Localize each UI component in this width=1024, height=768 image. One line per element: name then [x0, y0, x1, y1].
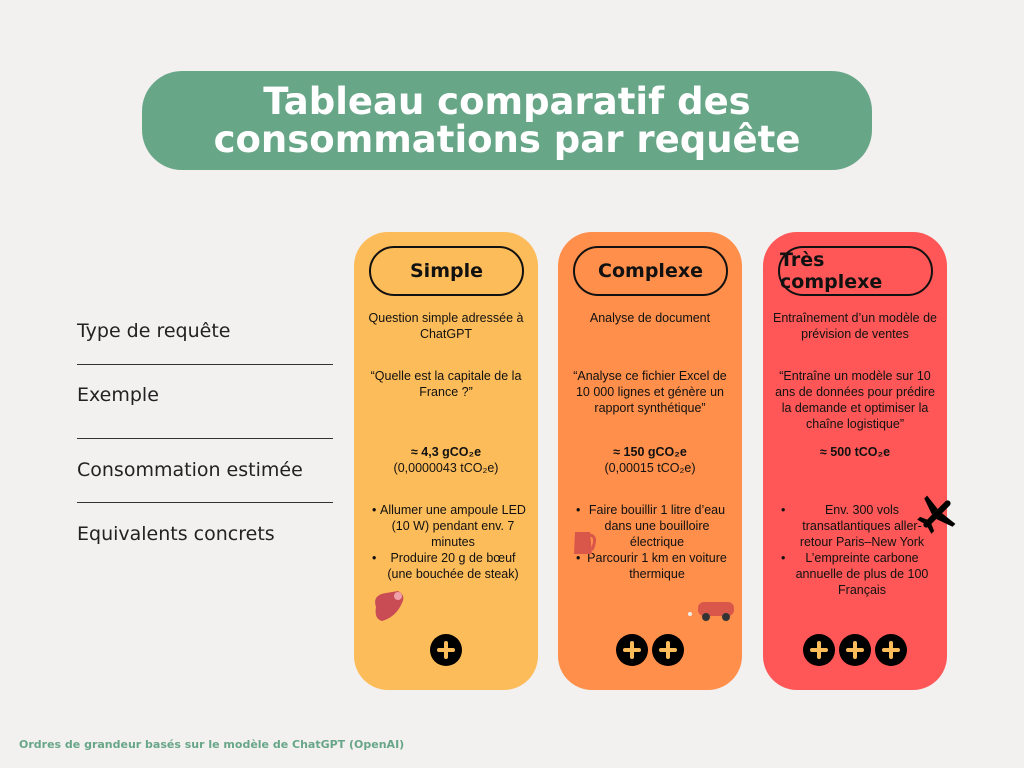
example-text-value: “Entraîne un modèle sur 10 ans de donnée… [775, 369, 935, 431]
column-card-3: Très complexe Entraînement d’un modèle d… [763, 232, 956, 690]
footer-note: Ordres de grandeur basés sur le modèle d… [19, 738, 405, 751]
title-line-1: Tableau comparatif des [263, 79, 751, 123]
car-icon [688, 602, 734, 621]
airplane-icon [917, 495, 956, 534]
plus-icon [616, 634, 648, 666]
example-text: “Analyse ce fichier Excel de 10 000 lign… [568, 368, 732, 444]
request-type: Entraînement d’un modèle de prévision de… [773, 311, 937, 341]
title-line-2: consommations par requête [213, 117, 801, 161]
plus-icon [839, 634, 871, 666]
equivalent-item: Allumer une ampoule LED (10 W) pendant e… [372, 502, 528, 550]
equivalent-item: L’empreinte carbone annuelle de plus de … [781, 550, 937, 598]
intensity-level [364, 626, 528, 670]
column-card-2: Complexe Analyse de document “Analyse ce… [558, 232, 742, 690]
row-label-consumption: Consommation estimée [77, 459, 303, 481]
divider [77, 438, 333, 439]
example-text: “Quelle est la capitale de la France ?” [364, 368, 528, 444]
consumption-value: ≈ 4,3 gCO₂e [410, 445, 482, 459]
steak-icon [375, 591, 404, 621]
kettle-icon [574, 532, 597, 554]
intensity-level [773, 626, 937, 670]
row-label-type: Type de requête [77, 320, 231, 342]
consumption: ≈ 4,3 gCO₂e (0,0000043 tCO₂e) [364, 444, 528, 502]
plus-icon [875, 634, 907, 666]
consumption-tonnes: (0,0000043 tCO₂e) [393, 461, 499, 475]
request-type: Analyse de document [589, 311, 711, 325]
consumption-tonnes: (0,00015 tCO₂e) [604, 461, 696, 475]
equivalent-item: Produire 20 g de bœuf (une bouchée de st… [372, 550, 528, 582]
column-card-1: Simple Question simple adressée à ChatGP… [354, 232, 538, 690]
plus-icon [803, 634, 835, 666]
equivalent-item: Env. 300 vols transatlantiques aller-ret… [781, 502, 937, 550]
consumption: ≈ 150 gCO₂e (0,00015 tCO₂e) [568, 444, 732, 502]
consumption-value: ≈ 500 tCO₂e [819, 445, 891, 459]
column-header: Très complexe [778, 246, 933, 296]
row-label-example: Exemple [77, 384, 159, 406]
plus-icon [430, 634, 462, 666]
equivalents: Faire bouillir 1 litre d’eau dans une bo… [568, 502, 732, 592]
equivalent-item: Faire bouillir 1 litre d’eau dans une bo… [576, 502, 732, 550]
equivalents: Env. 300 vols transatlantiques aller-ret… [773, 502, 937, 598]
equivalents: Allumer une ampoule LED (10 W) pendant e… [364, 502, 528, 592]
example-text-value: “Quelle est la capitale de la France ?” [370, 369, 522, 399]
equivalent-item: Parcourir 1 km en voiture thermique [576, 550, 732, 582]
plus-icon [652, 634, 684, 666]
column-header: Simple [369, 246, 524, 296]
divider [77, 364, 333, 365]
column-header: Complexe [573, 246, 728, 296]
divider [77, 502, 333, 503]
consumption: ≈ 500 tCO₂e [773, 444, 937, 502]
page-title: Tableau comparatif des consommations par… [142, 71, 872, 170]
request-type: Question simple adressée à ChatGPT [368, 311, 524, 341]
intensity-level [568, 626, 732, 670]
example-text-value: “Analyse ce fichier Excel de 10 000 lign… [573, 369, 727, 415]
row-label-equivalents: Equivalents concrets [77, 523, 275, 545]
consumption-value: ≈ 150 gCO₂e [613, 445, 687, 459]
example-text: “Entraîne un modèle sur 10 ans de donnée… [773, 368, 937, 444]
